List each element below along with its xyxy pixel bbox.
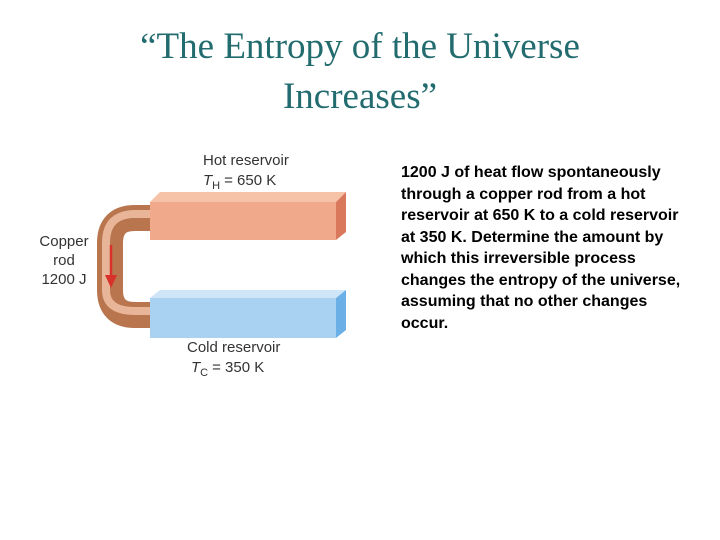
- cold-temp: TC = 350 K: [191, 359, 264, 379]
- rod-highlight: [102, 210, 152, 315]
- hot-reservoir: [150, 202, 336, 240]
- slide-title: “The Entropy of the Universe Increases”: [140, 26, 580, 117]
- symbol: T: [203, 172, 214, 189]
- value: = 350 K: [212, 359, 264, 376]
- hot-top: [150, 192, 346, 202]
- subscript: C: [200, 367, 208, 379]
- value: = 650 K: [224, 172, 276, 189]
- copper-rod: [97, 205, 152, 328]
- arrow-head: [105, 275, 117, 288]
- subscript: H: [212, 180, 220, 192]
- hot-side: [336, 192, 346, 240]
- cold-top: [150, 290, 346, 298]
- cold-side: [336, 290, 346, 338]
- hot-temp: TH = 650 K: [203, 172, 276, 192]
- cold-reservoir: [150, 298, 336, 338]
- symbol: T: [191, 359, 202, 376]
- rod-label: rod: [53, 252, 75, 269]
- cold-label: Cold reservoir: [187, 339, 280, 356]
- hot-label: Hot reservoir: [203, 152, 289, 169]
- rod-label: Copper: [39, 233, 88, 250]
- rod-label: 1200 J: [41, 271, 86, 288]
- body-text: 1200 J of heat flow spontaneously throug…: [401, 164, 681, 332]
